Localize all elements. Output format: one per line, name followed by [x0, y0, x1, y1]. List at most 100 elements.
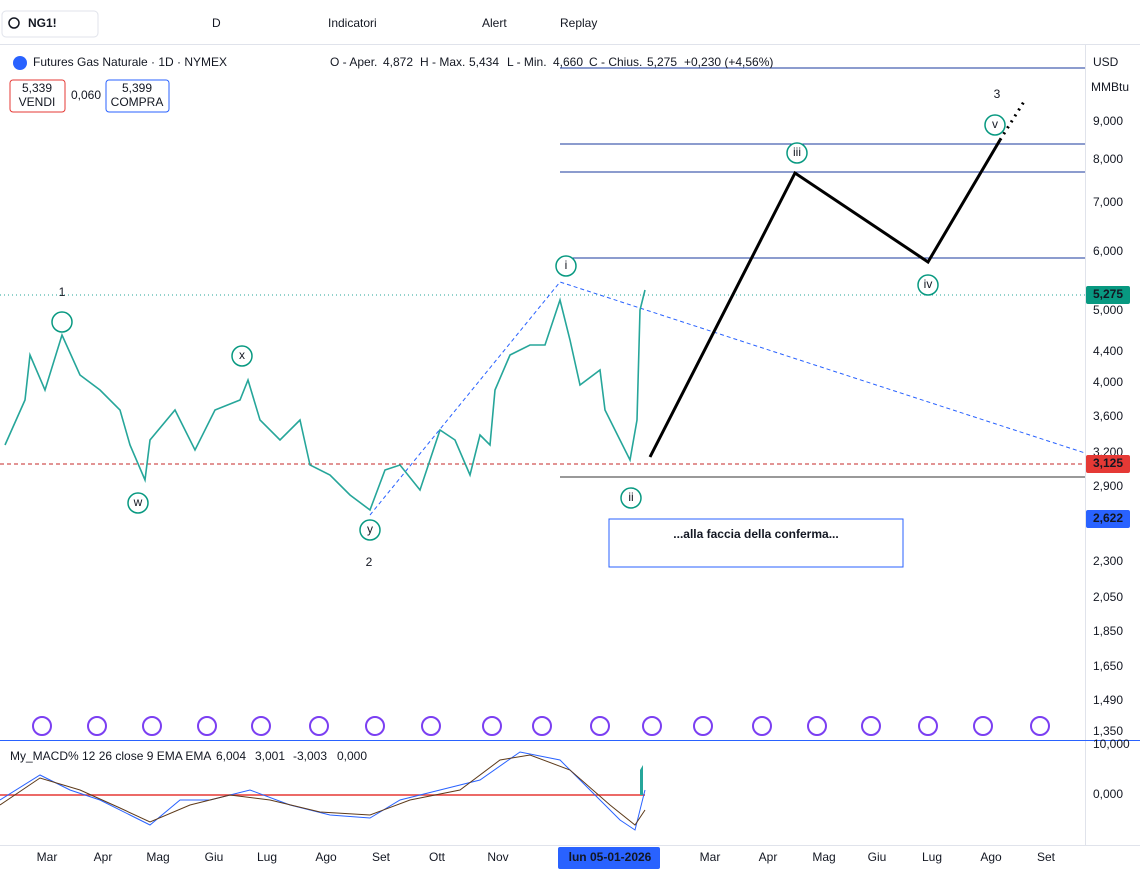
event-marker[interactable]: [197, 716, 217, 736]
wave-degree: 1: [59, 285, 66, 299]
event-marker[interactable]: [807, 716, 827, 736]
signal-line: [0, 754, 646, 826]
time-tick-label: Set: [1037, 850, 1056, 864]
label: 0,060: [71, 88, 101, 102]
label: O - Aper.: [330, 55, 377, 69]
wave-degree: 3: [994, 87, 1001, 101]
label: 5,399: [122, 81, 152, 95]
event-marker[interactable]: [482, 716, 502, 736]
price-tick-label: 4,400: [1093, 344, 1123, 358]
event-marker[interactable]: [87, 716, 107, 736]
time-tick-label: Giu: [205, 850, 224, 864]
macd-value: 0,000: [337, 749, 367, 763]
projection: [648, 139, 1002, 458]
label: L - Min.: [507, 55, 547, 69]
event-marker[interactable]: [918, 716, 938, 736]
macd-title: My_MACD% 12 26 close 9 EMA EMA: [10, 749, 211, 763]
wave-circle: [555, 255, 577, 277]
label: +0,230 (+4,56%): [684, 55, 773, 69]
macd-tick-label: 0,000: [1093, 787, 1123, 801]
event-marker[interactable]: [693, 716, 713, 736]
time-tick-label: Giu: [868, 850, 887, 864]
macd-value: 6,004: [216, 749, 246, 763]
wave-minor: iv: [924, 277, 933, 291]
price-tick-label: 7,000: [1093, 195, 1123, 209]
label: C - Chius.: [589, 55, 642, 69]
time-tick-label: Apr: [759, 850, 778, 864]
label[interactable]: Indicatori: [328, 16, 377, 30]
note-text: ...alla faccia della conferma...: [673, 527, 838, 541]
search-icon: [8, 17, 20, 29]
time-tick-label: lun 05-01-2026: [569, 850, 652, 864]
price-tick-label: 9,000: [1093, 114, 1123, 128]
price-tick-label: 6,000: [1093, 244, 1123, 258]
macd-line: [0, 751, 646, 831]
macd-value: 3,001: [255, 749, 285, 763]
time-tick-label: Mar: [700, 850, 721, 864]
wave-minor: w: [133, 495, 143, 509]
price-badge: [1086, 455, 1130, 473]
wave-circle: [359, 519, 381, 541]
event-marker[interactable]: [32, 716, 52, 736]
note-box: [608, 518, 904, 568]
price-tick-label: 1,490: [1093, 693, 1123, 707]
label[interactable]: NG1!: [28, 16, 57, 30]
price-tick-label: 1,850: [1093, 624, 1123, 638]
price-tick-label: 2,050: [1093, 590, 1123, 604]
time-tick-label: Nov: [487, 850, 508, 864]
event-marker[interactable]: [421, 716, 441, 736]
label[interactable]: D: [212, 16, 221, 30]
event-marker[interactable]: [590, 716, 610, 736]
time-tick-label: Ago: [980, 850, 1002, 864]
price-tick-label: 1,350: [1093, 724, 1123, 738]
wave-circle: [231, 345, 253, 367]
price-badge-label: 2,622: [1093, 511, 1123, 525]
event-marker[interactable]: [752, 716, 772, 736]
label: 4,872: [383, 55, 413, 69]
wave-minor: ii: [628, 490, 633, 504]
wave-circle: [786, 142, 808, 164]
label: H - Max.: [420, 55, 465, 69]
event-marker[interactable]: [365, 716, 385, 736]
event-marker[interactable]: [861, 716, 881, 736]
time-tick-label: Set: [372, 850, 391, 864]
toolbar: [0, 0, 1140, 44]
wave-circle: [127, 492, 149, 514]
event-marker[interactable]: [532, 716, 552, 736]
wave-minor: y: [367, 522, 373, 536]
event-marker[interactable]: [142, 716, 162, 736]
event-marker[interactable]: [642, 716, 662, 736]
label[interactable]: Alert: [482, 16, 507, 30]
price-badge: [1086, 286, 1130, 304]
time-tick-label: Mag: [146, 850, 169, 864]
label: 5,434: [469, 55, 499, 69]
label[interactable]: MMBtu: [1091, 80, 1129, 94]
event-marker[interactable]: [973, 716, 993, 736]
price-tick-label: 5,000: [1093, 303, 1123, 317]
trend-dashed: [369, 281, 1086, 516]
wave-minor: v: [992, 117, 998, 131]
wave-minor: iii: [793, 145, 801, 159]
symbol-logo: [13, 56, 27, 70]
sell-button[interactable]: [9, 79, 66, 113]
label: 4,660: [553, 55, 583, 69]
event-marker[interactable]: [1030, 716, 1050, 736]
macd-value: -3,003: [293, 749, 327, 763]
projection-dotted: [998, 99, 1027, 141]
price-tick-label: 4,000: [1093, 375, 1123, 389]
time-tick-label: Mag: [812, 850, 835, 864]
symbol-search[interactable]: [1, 10, 99, 38]
wave-degree: 2: [366, 555, 373, 569]
macd-tick-label: 10,000: [1093, 737, 1130, 751]
event-marker[interactable]: [309, 716, 329, 736]
buy-button[interactable]: [105, 79, 170, 113]
time-tick-label: Lug: [257, 850, 277, 864]
label: COMPRA: [111, 95, 164, 109]
label[interactable]: USD: [1093, 55, 1119, 69]
price-tick-label: 2,300: [1093, 554, 1123, 568]
label[interactable]: Replay: [560, 16, 597, 30]
time-tick-label: Apr: [94, 850, 113, 864]
event-marker[interactable]: [251, 716, 271, 736]
time-tick-label: Ott: [429, 850, 446, 864]
